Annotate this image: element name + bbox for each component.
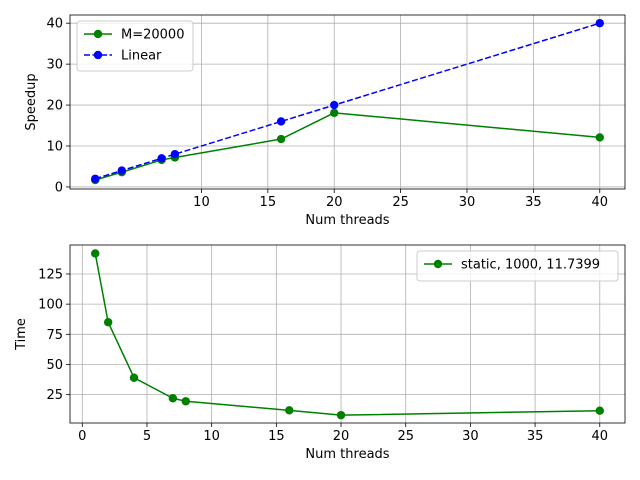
x-tick-label: 40 [591, 195, 608, 210]
series-line [95, 112, 600, 181]
legend-marker [93, 50, 103, 60]
x-tick-label: 25 [397, 429, 414, 444]
data-point [336, 410, 346, 420]
data-point [181, 397, 190, 406]
data-point [103, 318, 113, 327]
data-point [91, 249, 100, 258]
data-point [285, 406, 294, 415]
speedup-plot: 10 15 20 25 30 35 40 0 10 20 30 40 Num threads Speedu… [24, 14, 626, 228]
data-point [129, 373, 139, 382]
data-point [91, 174, 100, 183]
legend-label: M=20000 [121, 28, 184, 43]
x-tick-label: 35 [525, 195, 542, 210]
axes-frame [69, 14, 626, 190]
x-tick-label: 25 [392, 195, 409, 210]
legend-label: Linear [121, 49, 162, 64]
data-point [595, 133, 604, 142]
x-tick-label: 10 [193, 195, 210, 210]
legend-marker [93, 29, 103, 39]
data-point [276, 134, 286, 144]
x-tick-label: 30 [459, 195, 476, 210]
data-point [168, 394, 178, 403]
data-point [117, 166, 126, 175]
data-point [595, 18, 604, 28]
y-tick-label: 40 [46, 17, 63, 32]
data-point [595, 406, 604, 415]
y-tick-label: 50 [46, 358, 63, 373]
x-tick-label: 30 [462, 429, 479, 444]
y-tick-label: 75 [46, 328, 63, 343]
x-tick-label: 20 [326, 195, 343, 210]
y-tick-label: 20 [46, 99, 63, 114]
legend-box [416, 250, 619, 282]
x-tick-label: 5 [143, 429, 151, 444]
data-point [330, 108, 339, 118]
data-point [330, 100, 339, 110]
y-tick-label: 25 [46, 388, 63, 403]
data-point [157, 154, 166, 163]
y-axis-label: Speedup [24, 73, 39, 130]
x-tick-label: 35 [527, 429, 544, 444]
y-tick-label: 10 [46, 140, 63, 155]
x-axis-label: Num threads [305, 447, 389, 462]
y-tick-label: 0 [55, 180, 63, 195]
x-tick-label: 40 [591, 429, 608, 444]
data-point [170, 150, 180, 159]
y-tick-label: 125 [38, 267, 63, 282]
x-tick-label: 20 [333, 429, 350, 444]
x-tick-label: 15 [260, 195, 277, 210]
data-point [276, 117, 286, 126]
x-tick-label: 15 [268, 429, 285, 444]
y-tick-label: 100 [38, 298, 63, 313]
legend-label: static, 1000, 11.7399 [461, 258, 600, 273]
y-tick-label: 30 [46, 58, 63, 73]
x-tick-label: 10 [203, 429, 220, 444]
y-axis-label: Time [14, 318, 29, 351]
time-plot: 0 5 10 15 20 25 30 35 40 25 50 75 100 125 Num threads T… [14, 244, 626, 462]
x-axis-label: Num threads [305, 213, 389, 228]
series-line [94, 253, 600, 416]
x-tick-label: 0 [78, 429, 86, 444]
legend-marker [433, 259, 443, 269]
axes-frame [69, 244, 626, 424]
